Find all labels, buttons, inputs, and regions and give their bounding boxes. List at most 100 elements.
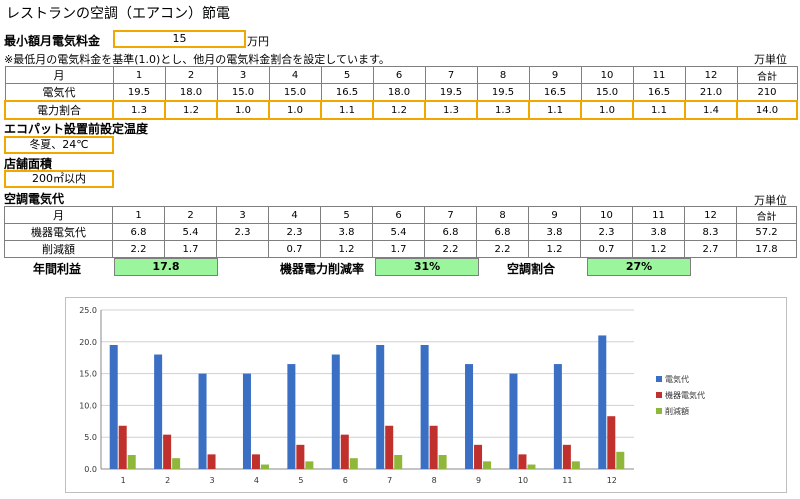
bar-機器電気代 [340,434,349,469]
note-text: ※最低月の電気料金を基準(1.0)とし、他月の電気料金割合を設定しています。 [4,53,390,66]
bar-機器電気代 [251,454,260,469]
reduction-cell: 1.2 [528,240,581,258]
area-label: 店舗面積 [4,157,53,171]
bar-電気代 [420,344,429,469]
bar-機器電気代 [163,434,172,469]
fee-total: 210 [736,83,798,102]
fee-cell: 18.0 [164,83,218,102]
x-tick-label: 8 [432,476,437,485]
y-tick-label: 0.0 [84,465,97,474]
bar-電気代 [198,373,207,469]
header-cell: 7 [424,66,478,84]
fee-cell: 15.0 [580,83,634,102]
ratio-input[interactable]: 1.2 [164,100,218,120]
ratio-row: 電力割合 1.3 1.2 1.0 1.0 1.1 1.2 1.3 1.3 1.1… [4,100,798,120]
page-title: レストランの空調（エアコン）節電 [6,6,230,22]
device-cost-row: 機器電気代 6.8 5.4 2.3 2.3 3.8 5.4 6.8 6.8 3.… [4,223,797,241]
bar-削減額 [527,464,536,469]
ratio-input[interactable]: 1.0 [580,100,634,120]
ratio-input[interactable]: 1.4 [684,100,738,120]
x-tick-label: 1 [121,476,126,485]
header-cell: 4 [268,66,322,84]
ratio-total: 14.0 [736,100,798,120]
header-cell: 6 [372,206,425,224]
ratio-input[interactable]: 1.3 [112,100,166,120]
y-tick-label: 20.0 [79,338,97,347]
header-cell: 1 [112,206,165,224]
header-cell: 5 [320,206,373,224]
header-cell: 12 [684,66,738,84]
bar-電気代 [287,364,296,469]
legend-swatch [656,392,662,398]
min-fee-input[interactable]: 15 [113,30,246,48]
x-tick-label: 10 [518,476,528,485]
device-cost-cell: 8.3 [684,223,737,241]
unit-label: 万単位 [754,53,787,66]
device-cost-cell: 6.8 [424,223,477,241]
ratio-input[interactable]: 1.1 [632,100,686,120]
legend-label: 電気代 [665,374,689,384]
x-tick-label: 9 [476,476,481,485]
legend-label: 削減額 [665,406,689,416]
fee-cell: 15.0 [268,83,322,102]
row-label: 電気代 [4,83,114,102]
min-fee-unit: 万円 [247,35,269,48]
temp-label: エコパット設置前設定温度 [4,122,149,136]
header-cell: 10 [580,206,633,224]
bar-機器電気代 [607,416,616,469]
bar-電気代 [154,354,163,469]
device-cost-cell: 2.3 [216,223,269,241]
fee-cell: 16.5 [632,83,686,102]
bar-電気代 [109,344,118,469]
fee-cell: 16.5 [528,83,582,102]
reduction-cell: 2.2 [424,240,477,258]
ratio-input[interactable]: 1.1 [528,100,582,120]
fee-cell: 15.0 [216,83,270,102]
header-cell: 2 [164,66,218,84]
device-cost-cell: 5.4 [164,223,217,241]
header-cell: 9 [528,66,582,84]
annual-profit-label: 年間利益 [33,262,82,276]
area-input[interactable]: 200㎡以内 [4,170,114,188]
fee-table-header: 月 1 2 3 4 5 6 7 8 9 10 11 12 合計 [4,66,798,84]
bar-電気代 [553,364,562,469]
reduction-cell: 0.7 [268,240,321,258]
legend-label: 機器電気代 [665,390,705,400]
ratio-input[interactable]: 1.0 [268,100,322,120]
header-cell: 6 [372,66,426,84]
legend-swatch [656,376,662,382]
reduction-cell: 2.2 [476,240,529,258]
x-tick-label: 6 [343,476,348,485]
cost-label: 空調電気代 [4,192,65,206]
ratio-input[interactable]: 1.3 [476,100,530,120]
header-cell: 合計 [736,206,797,224]
device-cost-total: 57.2 [736,223,797,241]
header-cell: 10 [580,66,634,84]
row-label: 削減額 [4,240,113,258]
ratio-input[interactable]: 1.2 [372,100,426,120]
header-cell: 4 [268,206,321,224]
bar-削減額 [260,464,269,469]
reduction-row: 削減額 2.2 1.7 0.7 1.2 1.7 2.2 2.2 1.2 0.7 … [4,240,797,258]
ratio-input[interactable]: 1.0 [216,100,270,120]
ac-ratio-value: 27% [587,258,691,276]
fee-row: 電気代 19.5 18.0 15.0 15.0 16.5 18.0 19.5 1… [4,83,798,102]
x-tick-label: 7 [387,476,392,485]
ratio-input[interactable]: 1.3 [424,100,478,120]
device-cost-cell: 3.8 [320,223,373,241]
reduction-cell: 0.7 [580,240,633,258]
header-cell: 合計 [736,66,798,84]
header-cell: 3 [216,66,270,84]
ratio-input[interactable]: 1.1 [320,100,374,120]
header-cell: 12 [684,206,737,224]
bar-削減額 [438,455,447,469]
reduction-cell: 2.2 [112,240,165,258]
fee-cell: 19.5 [476,83,530,102]
bar-削減額 [571,461,580,469]
bar-chart: 0.05.010.015.020.025.01 2 3 4 5 6 7 8 9 10 11 12電気代… [79,306,705,485]
bar-機器電気代 [562,444,571,469]
header-cell: 5 [320,66,374,84]
temp-input[interactable]: 冬夏、24℃ [4,136,114,154]
min-fee-label: 最小額月電気料金 [4,34,101,48]
bar-電気代 [331,354,340,469]
